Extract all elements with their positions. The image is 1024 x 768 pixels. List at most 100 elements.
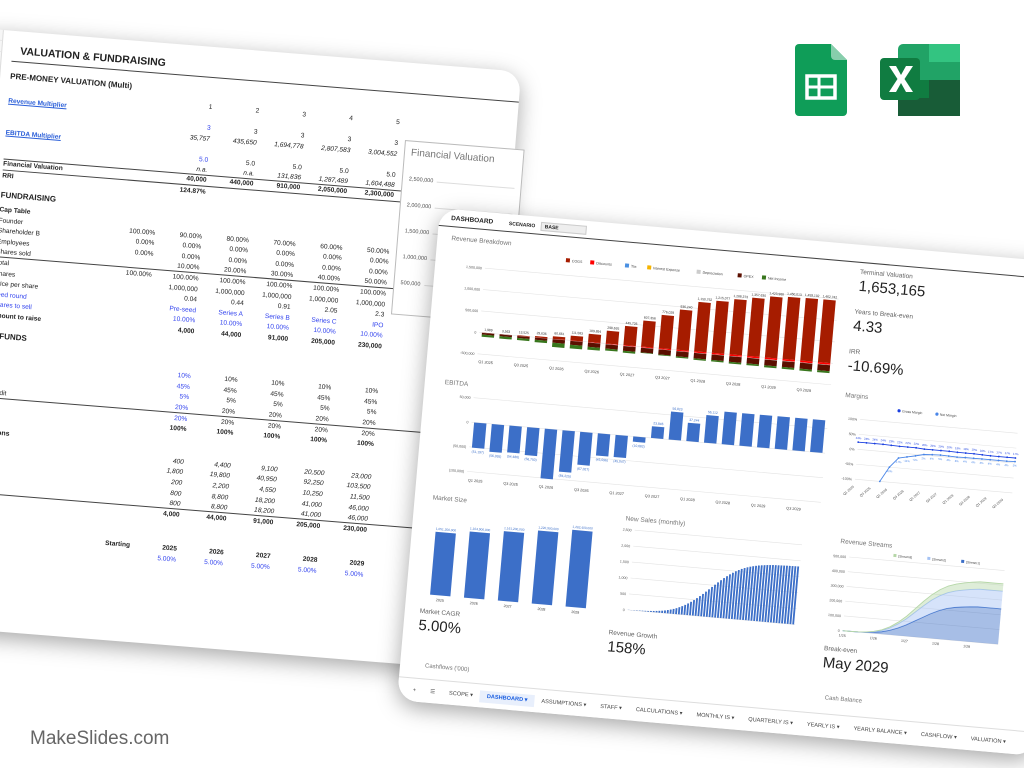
x-tick-label: Q3 2027 xyxy=(645,494,660,499)
terminal-valuation-value: 1,653,165 xyxy=(858,277,926,301)
x-tick-label: 1/26 xyxy=(870,636,877,641)
bar-segment-cogs xyxy=(782,296,801,361)
ebitda-bar xyxy=(577,431,593,466)
value-cell: 205,000 xyxy=(310,337,336,347)
x-tick-label: Q3 2029 xyxy=(796,388,811,393)
bar-segment-opex xyxy=(781,361,795,368)
y-tick-label: 500 xyxy=(620,592,626,597)
value-cell: 100% xyxy=(169,424,187,434)
bar-segment-opex xyxy=(534,337,548,341)
new-sales-bar xyxy=(781,565,788,624)
tab-label: STAFF xyxy=(600,703,618,711)
row-number[interactable] xyxy=(0,49,2,63)
empty-cell xyxy=(114,163,161,167)
tab-dashboard[interactable]: DASHBOARD ▾ xyxy=(479,689,535,707)
data-label: 13,525 xyxy=(519,330,530,335)
all-sheets-icon[interactable]: ☰ xyxy=(429,688,436,695)
row-number[interactable] xyxy=(0,28,3,41)
ebitda-bar xyxy=(739,403,756,447)
data-label: 1,161,200,000 xyxy=(504,526,525,532)
legend-label: Depreciation xyxy=(702,271,722,277)
ebitda-bar xyxy=(507,425,522,454)
data-label: 20% xyxy=(930,444,936,449)
data-label: -5% xyxy=(912,458,918,462)
legend-label: OPEX xyxy=(743,274,754,279)
bar-segment-opex xyxy=(799,362,813,370)
tab-cashflow[interactable]: CASHFLOW ▾ xyxy=(913,728,964,744)
tab-staff[interactable]: STAFF ▾ xyxy=(593,700,630,715)
y-tick-label: 300,000 xyxy=(830,584,843,589)
x-tick-label: Q1 2029 xyxy=(761,385,776,390)
data-label: (56,750) xyxy=(524,457,537,462)
gridline xyxy=(473,397,828,429)
ebitda-bar xyxy=(810,409,827,453)
tab-scope[interactable]: SCOPE ▾ xyxy=(442,687,481,702)
tab-assumptions[interactable]: ASSUMPTIONS ▾ xyxy=(534,695,594,712)
legend-swatch xyxy=(737,273,742,278)
value-cell xyxy=(106,261,153,265)
new-sales-bar xyxy=(778,565,786,624)
ebitda-bar xyxy=(632,436,646,443)
empty-cell xyxy=(88,486,135,490)
gridline xyxy=(847,571,1004,586)
new-sales-bar xyxy=(658,610,661,613)
data-label: 4% xyxy=(930,456,935,460)
new-sales-bar xyxy=(747,566,755,621)
x-tick-label: Q1 2025 xyxy=(468,478,483,483)
scenario-select[interactable]: BASE xyxy=(540,221,588,235)
data-label: 936,240 xyxy=(680,305,692,310)
data-label: 37,244 xyxy=(689,418,700,423)
data-label: 20% xyxy=(922,443,928,448)
legend-label: Gross Margin xyxy=(902,409,923,415)
bar-segment-cogs xyxy=(817,299,836,364)
bar-segment-opex xyxy=(711,354,725,361)
x-tick-label: 1/25 xyxy=(839,633,846,638)
new-sales-bar xyxy=(686,603,690,616)
y-tick-label: -500,000 xyxy=(460,351,474,356)
tab-yearly-balance[interactable]: YEARLY BALANCE ▾ xyxy=(846,722,914,740)
data-label: 4% xyxy=(946,458,951,462)
bar-segment-opex xyxy=(675,351,689,358)
empty-cell xyxy=(96,380,143,384)
ebitda-bar xyxy=(489,424,505,453)
bar-segment-net-income xyxy=(587,346,601,351)
bar-segment-net-income xyxy=(658,354,671,357)
row-number[interactable] xyxy=(0,38,3,52)
value-cell: 230,000 xyxy=(357,341,382,351)
new-sales-bar xyxy=(702,591,707,617)
bar-segment-net-income xyxy=(728,361,742,365)
data-label: 111,583 xyxy=(571,331,583,336)
tab-valuation[interactable]: VALUATION ▾ xyxy=(963,732,1013,748)
empty-cell xyxy=(113,173,160,177)
ebitda-bar xyxy=(668,411,684,441)
tab-yearly-is[interactable]: YEARLY IS ▾ xyxy=(799,718,847,734)
x-tick-label: Q3 2028 xyxy=(726,382,741,387)
tab-calculations[interactable]: CALCULATIONS ▾ xyxy=(628,703,690,720)
y-tick-label: (100,000) xyxy=(449,468,465,473)
value-cell: 205,000 xyxy=(296,520,321,530)
tab-quarterly-is[interactable]: QUARTERLY IS ▾ xyxy=(741,713,801,730)
bar-segment-cogs xyxy=(729,299,747,356)
new-sales-bar xyxy=(647,610,650,612)
scenario-label: SCENARIO xyxy=(508,221,536,230)
data-label: 1,220,900,000 xyxy=(538,526,559,532)
bar-segment-opex xyxy=(817,364,831,372)
bar-segment-opex xyxy=(605,344,619,350)
empty-cell xyxy=(104,282,151,286)
empty-cell xyxy=(117,121,164,125)
x-tick-label: Q1 2027 xyxy=(909,491,922,502)
data-label: 17% xyxy=(1013,452,1019,457)
x-tick-label: 2027 xyxy=(503,604,511,609)
data-label: 22% xyxy=(914,442,920,447)
data-label: (56,355) xyxy=(489,454,502,459)
empty-cell xyxy=(86,507,133,511)
y-tick-label: 100,000 xyxy=(828,613,841,618)
ebitda-bar xyxy=(774,414,791,450)
legend-swatch xyxy=(624,263,630,268)
add-sheet-icon[interactable]: + xyxy=(412,686,417,694)
new-sales-bar xyxy=(663,610,667,614)
y-tick-label: 400,000 xyxy=(832,569,845,574)
tab-monthly-is[interactable]: MONTHLY IS ▾ xyxy=(689,708,742,724)
bar-segment-discounts xyxy=(782,358,795,362)
y-tick-label: 50,000 xyxy=(459,395,470,400)
